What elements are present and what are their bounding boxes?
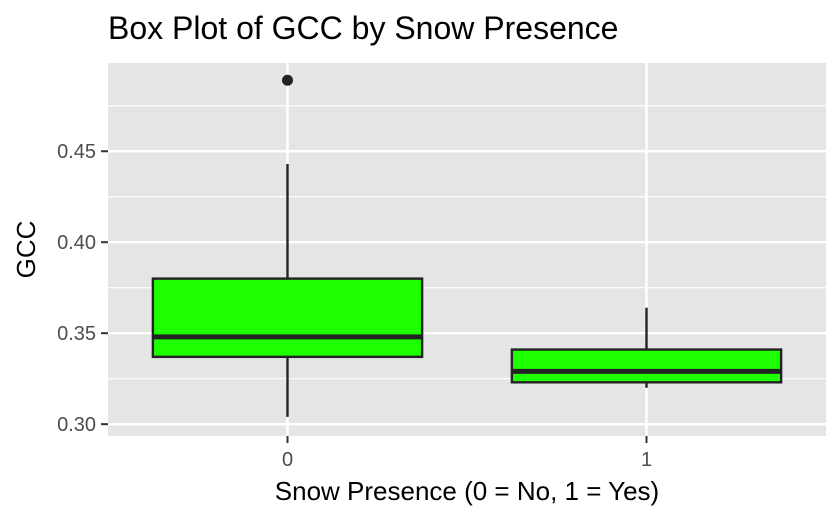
box-iqr bbox=[151, 277, 424, 359]
box-group-0 bbox=[151, 74, 424, 417]
box-iqr bbox=[510, 348, 783, 384]
chart-title: Box Plot of GCC by Snow Presence bbox=[108, 10, 618, 46]
x-axis-title: Snow Presence (0 = No, 1 = Yes) bbox=[275, 476, 659, 506]
y-axis-title: GCC bbox=[11, 221, 41, 279]
y-axis: 0.30 0.35 0.40 0.45 bbox=[57, 141, 108, 436]
y-tick-label: 0.35 bbox=[57, 323, 96, 345]
box-group-1 bbox=[510, 307, 783, 388]
y-tick-label: 0.30 bbox=[57, 414, 96, 436]
boxes-layer bbox=[151, 74, 783, 417]
x-tick-label: 1 bbox=[641, 449, 652, 471]
x-tick-label: 0 bbox=[282, 449, 293, 471]
y-tick-label: 0.45 bbox=[57, 141, 96, 163]
outlier-point bbox=[282, 74, 293, 86]
y-tick-label: 0.40 bbox=[57, 232, 96, 254]
